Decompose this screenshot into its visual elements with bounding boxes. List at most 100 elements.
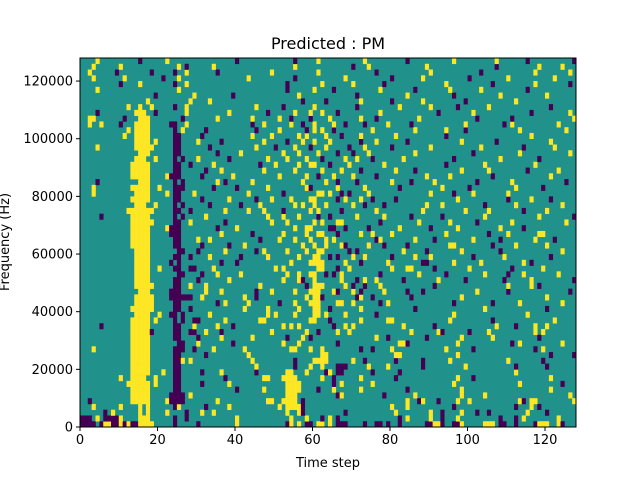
heatmap-cell [227,196,232,203]
heatmap-cell [219,288,224,295]
heatmap-cell [149,328,154,336]
heatmap-cell [308,317,313,324]
heatmap-cell [134,127,139,134]
heatmap-cell [273,161,278,168]
heatmap-cell [138,386,143,393]
heatmap-cell [134,202,139,209]
heatmap-cell [169,288,174,295]
heatmap-cell [173,219,178,226]
heatmap-cell [548,375,554,382]
heatmap-cell [138,392,143,399]
heatmap-cell [262,138,267,145]
heatmap-cell [514,415,519,422]
heatmap-cell [529,282,534,289]
heatmap-cell [223,179,228,186]
heatmap-cell [145,328,151,336]
heatmap-cell [138,305,143,312]
heatmap-cell [173,357,178,364]
heatmap-cell [359,196,364,203]
heatmap-cell [390,230,395,238]
heatmap-cell [269,196,275,203]
heatmap-cell [149,305,154,312]
heatmap-cell [200,132,205,140]
heatmap-cell [436,328,441,336]
heatmap-cell [370,127,375,134]
heatmap-cell [521,271,526,278]
heatmap-cell [142,421,147,428]
heatmap-cell [173,265,178,272]
heatmap-cell [386,317,391,324]
heatmap-cell [250,334,255,341]
heatmap-cell [130,242,135,249]
heatmap-cell [134,328,139,336]
heatmap-cell [184,294,189,301]
heatmap-cell [328,138,333,145]
heatmap-cell [312,161,317,168]
heatmap-cell [362,58,368,65]
heatmap-cell [176,375,182,382]
heatmap-cell [362,357,368,364]
heatmap-cell [351,300,356,307]
heatmap-cell [176,403,182,411]
heatmap-cell [173,317,178,324]
heatmap-cell [91,184,96,191]
heatmap-cell [320,282,325,289]
heatmap-cell [556,415,561,422]
heatmap-cell [173,305,178,312]
heatmap-cell [312,219,317,226]
heatmap-cell [297,213,302,220]
heatmap-cell [471,236,476,243]
heatmap-cell [452,403,457,411]
heatmap-cell [138,271,143,278]
heatmap-cell [138,58,143,65]
heatmap-cell [145,352,151,359]
heatmap-cell [533,69,538,76]
heatmap-cell [176,392,182,399]
heatmap-cell [91,190,96,197]
heatmap-cell [452,421,457,428]
heatmap-cell [374,421,379,428]
heatmap-cell [176,230,182,238]
heatmap-cell [134,311,139,318]
heatmap-cell [262,167,267,174]
heatmap-cell [331,127,337,134]
heatmap-cell [393,352,399,359]
heatmap-cell [537,421,542,428]
heatmap-cell [308,421,313,428]
heatmap-cell [180,213,185,220]
heatmap-cell [258,282,263,289]
heatmap-cell [180,311,185,318]
heatmap-cell [486,167,492,174]
heatmap-cell [180,115,185,122]
heatmap-cell [145,277,151,284]
heatmap-cell [103,421,112,428]
heatmap-cell [266,184,271,191]
heatmap-cell [130,230,135,238]
heatmap-cell [498,415,503,422]
heatmap-cell [312,254,317,261]
heatmap-cell [545,363,550,370]
heatmap-cell [176,386,182,393]
heatmap-cell [471,109,476,116]
heatmap-cell [138,161,143,168]
heatmap-cell [328,421,333,428]
heatmap-cell [153,92,158,99]
heatmap-cell [475,288,480,295]
heatmap-cell [537,282,542,289]
heatmap-cell [409,179,414,186]
heatmap-cell [293,392,298,399]
heatmap-cell [235,259,240,266]
heatmap-cell [300,398,306,405]
heatmap-cell [386,363,391,370]
heatmap-cell [304,184,309,191]
heatmap-cell [173,225,178,232]
heatmap-cell [320,167,325,174]
heatmap-cell [366,63,371,70]
heatmap-cell [421,357,426,364]
heatmap-cell [293,398,298,405]
heatmap-cell [293,311,298,318]
heatmap-cell [138,380,143,387]
heatmap-cell [382,202,387,209]
heatmap-cell [285,248,290,255]
heatmap-cell [134,386,139,393]
